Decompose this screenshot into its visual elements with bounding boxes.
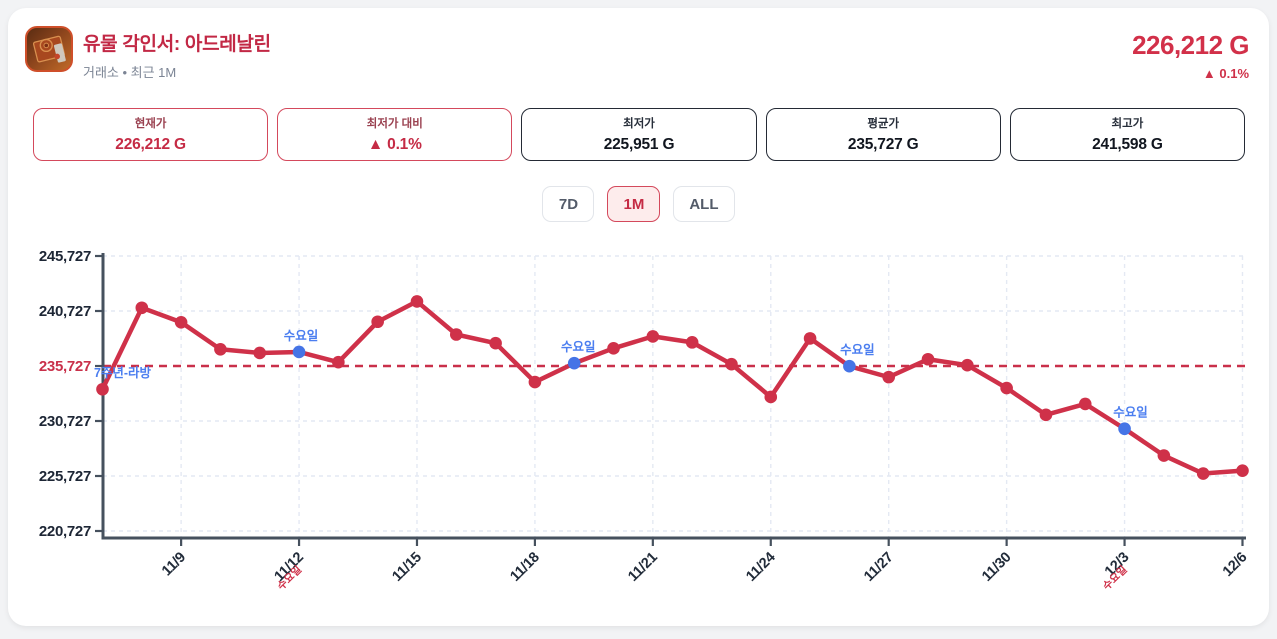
data-point[interactable]: [961, 358, 974, 372]
point-annotation: 수요일: [840, 343, 875, 357]
point-annotation: 수요일: [561, 340, 596, 354]
data-point[interactable]: [371, 315, 384, 329]
header: 유물 각인서: 아드레날린 거래소 • 최근 1M 226,212 G ▲ 0.…: [8, 8, 1269, 81]
y-axis-label: 230,727: [39, 413, 91, 430]
stat-card-vs-lowest: 최저가 대비 ▲ 0.1%: [277, 108, 513, 161]
data-point[interactable]: [332, 355, 345, 369]
y-axis-label: 240,727: [39, 303, 91, 320]
data-point[interactable]: [214, 343, 227, 356]
stat-cards-row: 현재가 226,212 G 최저가 대비 ▲ 0.1% 최저가 225,951 …: [33, 108, 1246, 161]
axis-lines: [101, 253, 1246, 540]
data-point[interactable]: [1078, 397, 1092, 411]
stat-label: 평균가: [867, 118, 900, 130]
price-line: [100, 299, 1245, 476]
x-axis-label: 11/21: [625, 549, 661, 585]
stat-label: 최저가 대비: [366, 118, 423, 130]
y-axis-label: 225,727: [39, 468, 91, 485]
point-annotation: 7주년-라방: [94, 365, 152, 380]
data-point[interactable]: [135, 301, 149, 315]
stat-card-highest-price: 최고가 241,598 G: [1009, 108, 1246, 161]
point-annotation: 수요일: [284, 329, 319, 343]
data-point[interactable]: [764, 390, 778, 404]
current-price: 226,212 G: [1132, 30, 1249, 60]
x-axis-label: 11/30: [979, 549, 1015, 585]
data-point[interactable]: [174, 315, 188, 329]
data-point[interactable]: [410, 295, 424, 308]
stat-label: 최저가: [623, 118, 655, 130]
page-title: 유물 각인서: 아드레날린: [83, 34, 271, 55]
stat-card-lowest-price: 최저가 225,951 G: [521, 108, 757, 161]
y-axis-label: 245,727: [39, 248, 91, 265]
range-selector: 7D 1M ALL: [8, 186, 1269, 222]
wednesday-point[interactable]: [567, 356, 581, 370]
main-card: 유물 각인서: 아드레날린 거래소 • 최근 1M 226,212 G ▲ 0.…: [8, 8, 1269, 626]
data-point[interactable]: [253, 346, 267, 360]
wednesday-point[interactable]: [292, 345, 306, 359]
data-point[interactable]: [882, 370, 895, 384]
stat-card-average-price: 평균가 235,727 G: [765, 108, 1001, 161]
price-change-badge: ▲ 0.1%: [1202, 66, 1249, 81]
x-axis-label: 11/9: [159, 549, 189, 579]
x-axis-label: 11/18: [507, 549, 543, 585]
data-point[interactable]: [1236, 464, 1249, 477]
stat-value: 235,727 G: [847, 136, 919, 153]
stat-label: 최고가: [1111, 118, 1144, 130]
data-point[interactable]: [1196, 467, 1210, 480]
stat-value: ▲ 0.1%: [367, 136, 422, 153]
stat-card-current-price: 현재가 226,212 G: [33, 108, 269, 161]
x-axis-label: 11/27: [861, 549, 897, 585]
y-axis-label: 220,727: [39, 523, 91, 540]
stat-label: 현재가: [134, 118, 167, 130]
data-point[interactable]: [1157, 449, 1171, 462]
data-point[interactable]: [449, 328, 463, 341]
x-axis-label: 11/15: [389, 549, 425, 585]
stat-value: 241,598 G: [1092, 136, 1163, 153]
data-point[interactable]: [489, 336, 502, 350]
engraving-book-icon: [25, 26, 73, 72]
data-point[interactable]: [803, 332, 817, 345]
y-axis-label: 235,727: [39, 358, 91, 375]
data-point[interactable]: [646, 330, 660, 343]
range-1m-button[interactable]: 1M: [607, 186, 661, 222]
stat-value: 225,951 G: [603, 136, 675, 153]
stat-value: 226,212 G: [115, 136, 186, 153]
data-point[interactable]: [96, 382, 109, 396]
data-point[interactable]: [725, 357, 738, 371]
page-subtitle: 거래소 • 최근 1M: [83, 65, 177, 80]
x-axis-label: 12/6: [1220, 549, 1251, 580]
wednesday-point[interactable]: [843, 359, 856, 373]
data-point[interactable]: [921, 352, 935, 366]
data-point[interactable]: [1039, 408, 1053, 422]
price-chart[interactable]: 245,727 240,727 235,727 230,727 225,727 220,7…: [0, 230, 1277, 630]
data-point[interactable]: [528, 375, 542, 389]
range-7d-button[interactable]: 7D: [542, 186, 595, 222]
data-point[interactable]: [1000, 381, 1013, 395]
point-annotation: 수요일: [1113, 406, 1148, 420]
range-all-button[interactable]: ALL: [673, 186, 735, 222]
data-point[interactable]: [607, 342, 620, 355]
x-axis-label: 11/24: [743, 549, 779, 585]
wednesday-point[interactable]: [1118, 422, 1131, 436]
data-point[interactable]: [685, 336, 699, 349]
